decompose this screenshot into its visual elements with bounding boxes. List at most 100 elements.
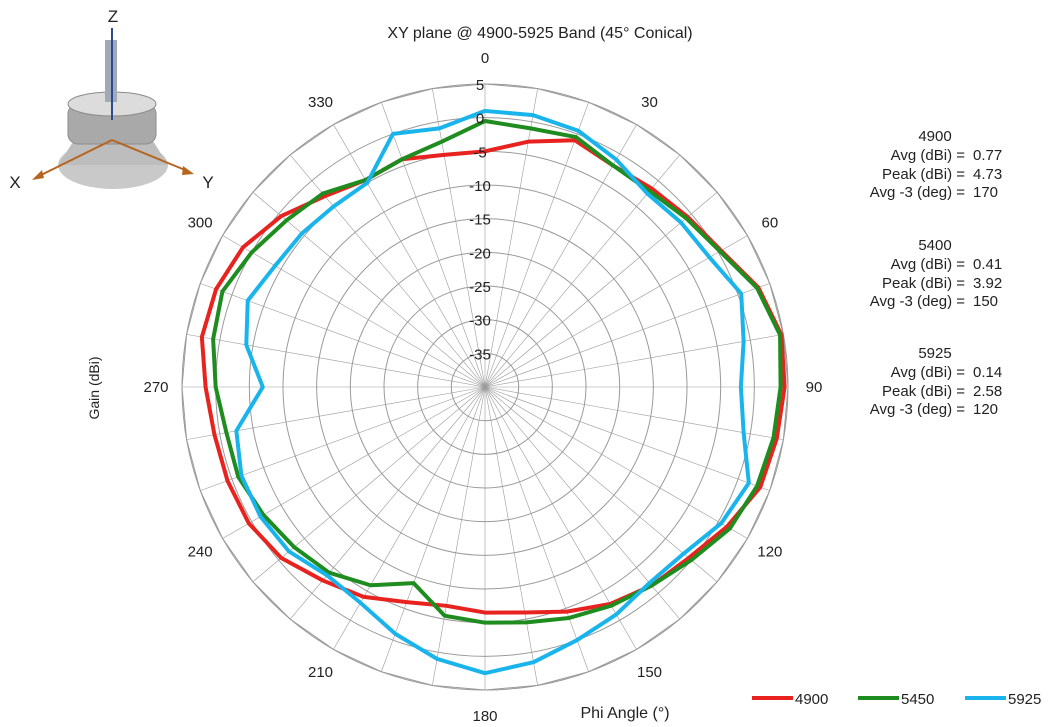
stats-band-label: 5400 [918, 237, 952, 254]
chart-title: XY plane @ 4900-5925 Band (45° Conical) [387, 25, 692, 42]
stats-row-peak: Peak (dBi) = 2.58 [835, 383, 1023, 402]
bw-label: Avg -3 (deg) = [869, 184, 965, 201]
bw-label: Avg -3 (deg) = [869, 401, 965, 418]
angle-labels: 0 30 60 90 120 150 180 210 240 270 300 330 [143, 50, 822, 725]
angle-tick-label: 240 [188, 544, 213, 561]
legend-label-5925: 5925 [1008, 691, 1041, 708]
avg-label: Avg (dBi) = [890, 147, 965, 164]
radial-tick-label: -15 [469, 212, 491, 229]
stats-row-bw: Avg -3 (deg) = 170 [835, 184, 1023, 203]
stats-5925: 5925 Avg (dBi) = 0.14 Peak (dBi) = 2.58 Av… [835, 345, 1023, 420]
peak-value: 3.92 [973, 274, 1003, 292]
peak-label: Peak (dBi) = [882, 382, 965, 400]
grid-spoke [484, 283, 770, 388]
grid-outer-ring [181, 83, 789, 691]
angle-tick-label: 210 [308, 664, 333, 681]
grid-spoke [186, 334, 486, 388]
stats-row-avg: Avg (dBi) = 0.77 [835, 147, 1023, 166]
grid-spoke [484, 386, 748, 539]
legend-label-4900: 4900 [795, 691, 828, 708]
polar-grid [181, 83, 789, 691]
stats-row-peak: Peak (dBi) = 4.73 [835, 166, 1023, 185]
radial-tick-label: 0 [476, 111, 484, 128]
grid-spoke [333, 124, 486, 388]
grid-spoke [484, 386, 680, 620]
peak-value: 2.58 [973, 382, 1003, 400]
angle-tick-label: 30 [641, 94, 658, 111]
stats-band-label: 5925 [918, 345, 952, 362]
stats-row-bw: Avg -3 (deg) = 120 [835, 401, 1023, 420]
peak-value: 4.73 [973, 165, 1003, 183]
stats-4900: 4900 Avg (dBi) = 0.77 Peak (dBi) = 4.73 Av… [835, 128, 1023, 203]
grid-spoke [252, 386, 486, 582]
radial-axis-label: Gain (dBi) [86, 356, 102, 419]
angle-tick-label: 330 [308, 94, 333, 111]
grid-spoke [333, 386, 486, 650]
stats-row-avg: Avg (dBi) = 0.41 [835, 256, 1023, 275]
radial-tick-label: -5 [473, 144, 486, 161]
avg-value: 0.14 [973, 364, 1003, 381]
legend-item-5925: 5925 [965, 691, 1041, 708]
grid-spoke [484, 386, 589, 672]
stats-row-peak: Peak (dBi) = 3.92 [835, 275, 1023, 294]
grid-spoke [484, 124, 637, 388]
angle-tick-label: 90 [806, 379, 823, 396]
grid-spoke [484, 102, 589, 388]
peak-label: Peak (dBi) = [882, 274, 965, 292]
angle-tick-label: 270 [143, 379, 168, 396]
avg-label: Avg (dBi) = [890, 256, 965, 273]
x-axis-arrow [34, 139, 113, 179]
radial-tick-label: -20 [469, 245, 491, 262]
axis-y-label: Y [202, 173, 213, 192]
avg-value: 0.77 [973, 147, 1003, 164]
legend-item-4900: 4900 [752, 691, 828, 708]
radial-tick-label: -30 [469, 313, 491, 330]
grid-spoke [484, 386, 538, 686]
grid-spoke [381, 386, 486, 672]
peak-label: Peak (dBi) = [882, 165, 965, 183]
angle-tick-label: 300 [188, 215, 213, 232]
grid-spoke [484, 88, 538, 388]
angle-tick-label: 180 [472, 708, 497, 725]
angle-tick-label: 120 [757, 544, 782, 561]
grid-spoke [432, 386, 486, 686]
avg-value: 0.41 [973, 256, 1003, 273]
grid-spoke [222, 235, 486, 388]
grid-spoke [381, 102, 486, 388]
grid-spoke [484, 386, 770, 491]
radial-tick-label: -35 [469, 346, 491, 363]
series-layer [199, 108, 787, 676]
angle-tick-label: 60 [762, 215, 779, 232]
radial-labels: 5 0 -5 -10 -15 -20 -25 -30 -35 [469, 77, 491, 363]
radial-tick-label: 5 [476, 77, 484, 94]
axis-z-label: Z [108, 7, 118, 26]
bw-value: 120 [973, 401, 999, 418]
grid-spoke [432, 88, 486, 388]
stats-band-label: 4900 [918, 128, 952, 145]
grid-spoke [484, 386, 784, 440]
series-line-5450 [211, 119, 783, 625]
axis-x-label: X [9, 173, 20, 192]
stats-row-avg: Avg (dBi) = 0.14 [835, 364, 1023, 383]
avg-label: Avg (dBi) = [890, 364, 965, 381]
stats-row-bw: Avg -3 (deg) = 150 [835, 293, 1023, 312]
y-axis-arrowhead [182, 166, 194, 175]
radial-tick-label: -10 [469, 178, 491, 195]
series-line-5925 [234, 108, 751, 676]
bw-label: Avg -3 (deg) = [869, 293, 965, 310]
legend-item-5450: 5450 [858, 691, 934, 708]
grid-spoke [484, 334, 784, 388]
radial-tick-label: -25 [469, 279, 491, 296]
legend-label-5450: 5450 [901, 691, 934, 708]
angle-tick-label: 150 [637, 664, 662, 681]
bw-value: 150 [973, 293, 999, 310]
grid-spoke [200, 386, 486, 491]
legend: 4900 5450 5925 [752, 691, 1041, 708]
grid-spoke [484, 235, 748, 388]
angle-tick-label: 0 [481, 50, 489, 67]
x-axis-arrowhead [32, 170, 44, 180]
grid-spoke [252, 192, 486, 388]
stats-5400: 5400 Avg (dBi) = 0.41 Peak (dBi) = 3.92 Av… [835, 237, 1023, 312]
grid-spoke [484, 192, 718, 388]
